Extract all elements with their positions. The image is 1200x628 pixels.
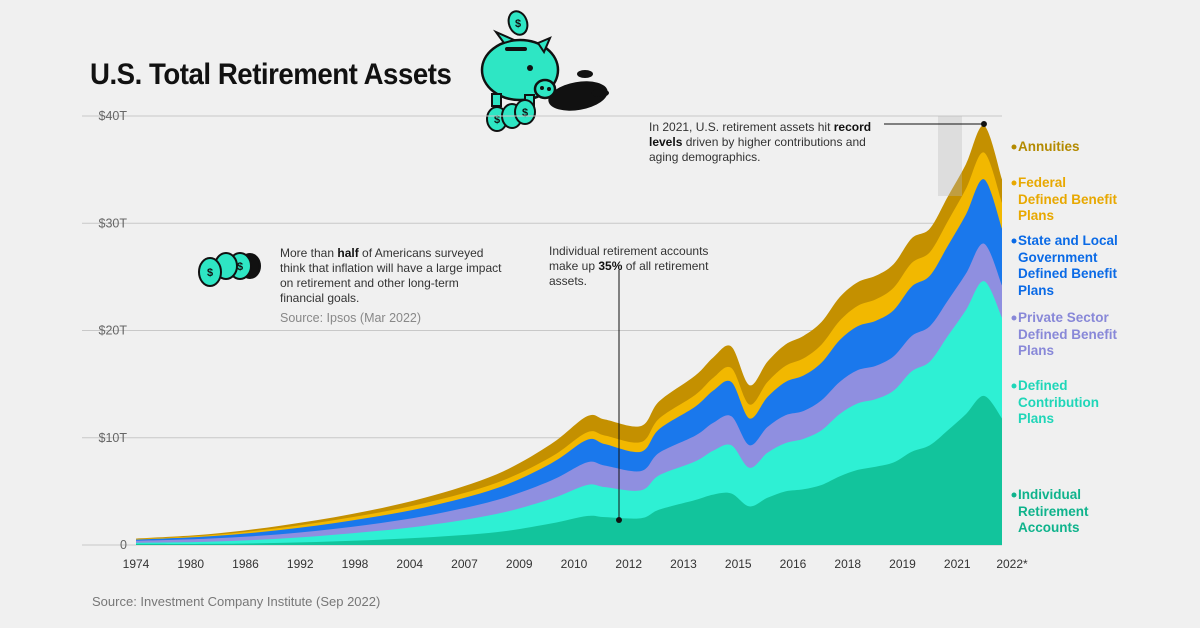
area-ira [136, 395, 1002, 545]
x-tick-label: 2013 [670, 557, 697, 571]
x-tick-label: 2015 [725, 557, 752, 571]
legend-marker [1011, 492, 1017, 498]
x-axis-ticks: 1974 1980 1986 1992 1998 2004 2007 2009 2010 2012… [123, 557, 1028, 571]
annotation-record-levels: In 2021, U.S. retirement assets hit reco… [649, 120, 872, 164]
x-tick-label: 1998 [342, 557, 369, 571]
x-tick-label: 2012 [615, 557, 642, 571]
x-tick-label: 2010 [561, 557, 588, 571]
x-tick-label: 2018 [834, 557, 861, 571]
x-tick-label: 1986 [232, 557, 259, 571]
record-pointer-dot [980, 121, 987, 127]
x-tick-label: 2022* [996, 557, 1028, 571]
chart-overlay [616, 116, 1017, 523]
y-tick-label: $30T [99, 216, 128, 230]
annotation-survey-source: Source: Ipsos (Mar 2022) [280, 311, 422, 325]
x-tick-label: 2004 [396, 557, 423, 571]
x-tick-label: 1992 [287, 557, 314, 571]
annotation-inflation-survey: More than half of Americans surveyed thi… [280, 246, 502, 305]
legend-marker [1011, 238, 1017, 244]
legend-marker [1011, 144, 1017, 150]
legend-annuities: Annuities [1018, 139, 1080, 154]
x-tick-label: 1980 [177, 557, 204, 571]
legend-dc: Defined Contribution Plans [1018, 378, 1099, 426]
legend-federal: Federal Defined Benefit Plans [1018, 175, 1118, 223]
ira-pointer-dot [616, 517, 622, 523]
x-tick-label: 2016 [780, 557, 807, 571]
y-tick-label: $10T [99, 431, 128, 445]
x-tick-label: 2009 [506, 557, 533, 571]
y-tick-label: $40T [99, 109, 128, 123]
legend-ira: Individual Retirement Accounts [1018, 487, 1089, 535]
source-note: Source: Investment Company Institute (Se… [92, 594, 381, 609]
legend-marker [1011, 315, 1017, 321]
y-tick-label: 0 [120, 538, 127, 552]
y-tick-label: $20T [99, 324, 128, 338]
area-dc [136, 281, 1002, 545]
y-axis-ticks: 0 $10T $20T $30T $40T [99, 109, 128, 552]
x-tick-label: 2019 [889, 557, 916, 571]
legend-state-local: State and Local Government Defined Benef… [1018, 233, 1118, 298]
x-tick-label: 2007 [451, 557, 478, 571]
legend-marker [1011, 180, 1017, 186]
annotation-ira-share: Individual retirement accounts make up 3… [549, 244, 709, 288]
chart-areas [136, 125, 1002, 546]
page-title: U.S. Total Retirement Assets [90, 58, 452, 91]
legend-private: Private Sector Defined Benefit Plans [1018, 310, 1118, 358]
highlight-band-2021 [938, 116, 962, 196]
x-tick-label: 2021 [944, 557, 971, 571]
legend-marker [1011, 383, 1017, 389]
x-tick-label: 1974 [123, 557, 150, 571]
